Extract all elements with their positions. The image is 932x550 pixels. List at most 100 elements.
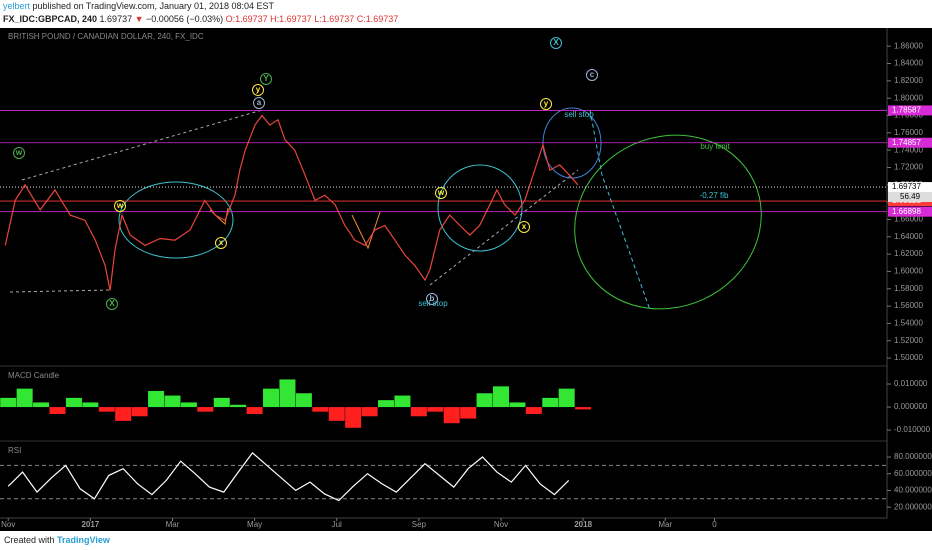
wave-marker <box>586 69 598 81</box>
footer: Created with TradingView <box>0 531 932 550</box>
brand[interactable]: TradingView <box>57 535 110 545</box>
histogram-bar <box>378 400 395 408</box>
histogram-bar <box>49 407 66 414</box>
histogram-bar <box>115 407 132 421</box>
level-label: 1.69737 <box>892 182 921 191</box>
y-tick-label: 1.64000 <box>894 232 923 241</box>
y-tick-label: 80.000000 <box>894 452 932 461</box>
y-tick-label: -0.010000 <box>894 425 931 434</box>
histogram-bar <box>98 407 115 412</box>
y-tick-label: 1.80000 <box>894 93 923 102</box>
histogram-bar <box>164 395 181 408</box>
pane-title: BRITISH POUND / CANADIAN DOLLAR, 240, FX… <box>8 32 204 41</box>
level-label: 1.78587 <box>892 106 921 115</box>
y-tick-label: 1.82000 <box>894 76 923 85</box>
histogram-bar <box>295 393 312 408</box>
histogram-bar <box>476 393 493 408</box>
level-label: 1.66898 <box>892 207 921 216</box>
histogram-bar <box>263 388 280 408</box>
wave-marker <box>252 84 264 96</box>
badge-label: 56.49 <box>900 192 921 201</box>
histogram-bar <box>16 388 33 408</box>
annotation: -0.27 fib <box>700 191 729 200</box>
wave-marker <box>114 200 126 212</box>
level-box <box>888 137 932 148</box>
wave-marker <box>106 298 118 310</box>
y-tick-label: 40.000000 <box>894 486 932 495</box>
wave-marker <box>550 37 562 49</box>
wave-label: x <box>219 238 224 247</box>
histogram-bar <box>509 402 526 408</box>
wave-label: X <box>109 299 115 308</box>
wave-marker <box>253 97 265 109</box>
y-tick-label: 1.52000 <box>894 336 923 345</box>
histogram-bar <box>427 407 444 412</box>
histogram-bar <box>443 407 460 424</box>
projection <box>589 109 651 311</box>
y-tick-label: 1.62000 <box>894 249 923 258</box>
wave-label: w <box>437 188 445 197</box>
annotation: sell stop <box>564 110 594 119</box>
histogram-bar <box>246 407 263 414</box>
y-tick-label: 0.010000 <box>894 379 928 388</box>
histogram-bar <box>0 397 17 408</box>
change: −0.00056 (−0.03%) <box>146 14 224 24</box>
badge-box <box>888 192 932 202</box>
background <box>0 28 932 531</box>
series-line <box>7 452 570 502</box>
wave-marker <box>435 187 447 199</box>
histogram-bar <box>148 390 165 408</box>
histogram-bar <box>131 407 148 417</box>
level-box <box>888 182 932 193</box>
wave-label: w <box>15 148 23 157</box>
header: yelbert published on TradingView.com, Ja… <box>0 0 932 28</box>
y-tick-label: 60.000000 <box>894 469 932 478</box>
x-tick-label: May <box>247 520 262 529</box>
histogram-bar <box>542 397 559 408</box>
pane-title: RSI <box>8 446 21 455</box>
user[interactable]: yelbert <box>3 1 31 11</box>
wave-label: y <box>544 99 549 108</box>
histogram-bar <box>525 407 542 414</box>
wave-marker <box>426 293 438 305</box>
circle <box>118 181 234 259</box>
level-box <box>888 105 932 116</box>
x-tick-label: 2017 <box>81 520 99 529</box>
x-tick-label: Nov <box>494 520 508 529</box>
histogram-bar <box>312 407 329 412</box>
y-tick-label: 1.58000 <box>894 284 923 293</box>
y-tick-label: 0.000000 <box>894 402 928 411</box>
wave-label: y <box>256 85 261 94</box>
histogram-bar <box>361 407 378 417</box>
histogram-bar <box>213 397 230 408</box>
wave-marker <box>518 221 530 233</box>
wave-label: x <box>522 222 527 231</box>
level-box <box>888 206 932 217</box>
y-tick-label: 1.66000 <box>894 215 923 224</box>
wave-label: b <box>430 294 435 303</box>
arrow: ▼ <box>134 14 144 24</box>
histogram-bar <box>197 407 214 412</box>
histogram-bar <box>410 407 427 417</box>
histogram-bar <box>82 402 99 408</box>
histogram-bar <box>65 397 82 408</box>
y-tick-label: 1.54000 <box>894 319 923 328</box>
created: Created with <box>4 535 55 545</box>
y-tick-label: 1.50000 <box>894 353 923 362</box>
x-tick-label: Sep <box>412 520 427 529</box>
wave-marker <box>215 237 227 249</box>
wave-label: Y <box>263 74 269 83</box>
histogram-bar <box>180 402 197 408</box>
histogram-bar <box>558 388 575 408</box>
histogram-bar <box>394 395 411 408</box>
histogram-bar <box>33 402 50 408</box>
wave-marker <box>13 147 25 159</box>
y-tick-label: 1.84000 <box>894 59 923 68</box>
series-line <box>4 114 579 291</box>
chart: 1.50000 1.52000 1.54000 1.56000 1.58000 1.600… <box>0 28 932 531</box>
symbol: FX_IDC:GBPCAD, 240 <box>3 14 98 24</box>
histogram-bar <box>279 379 296 408</box>
y-tick-label: 1.56000 <box>894 301 923 310</box>
wave-label: a <box>257 98 262 107</box>
y-tick-label: 20.000000 <box>894 502 932 511</box>
